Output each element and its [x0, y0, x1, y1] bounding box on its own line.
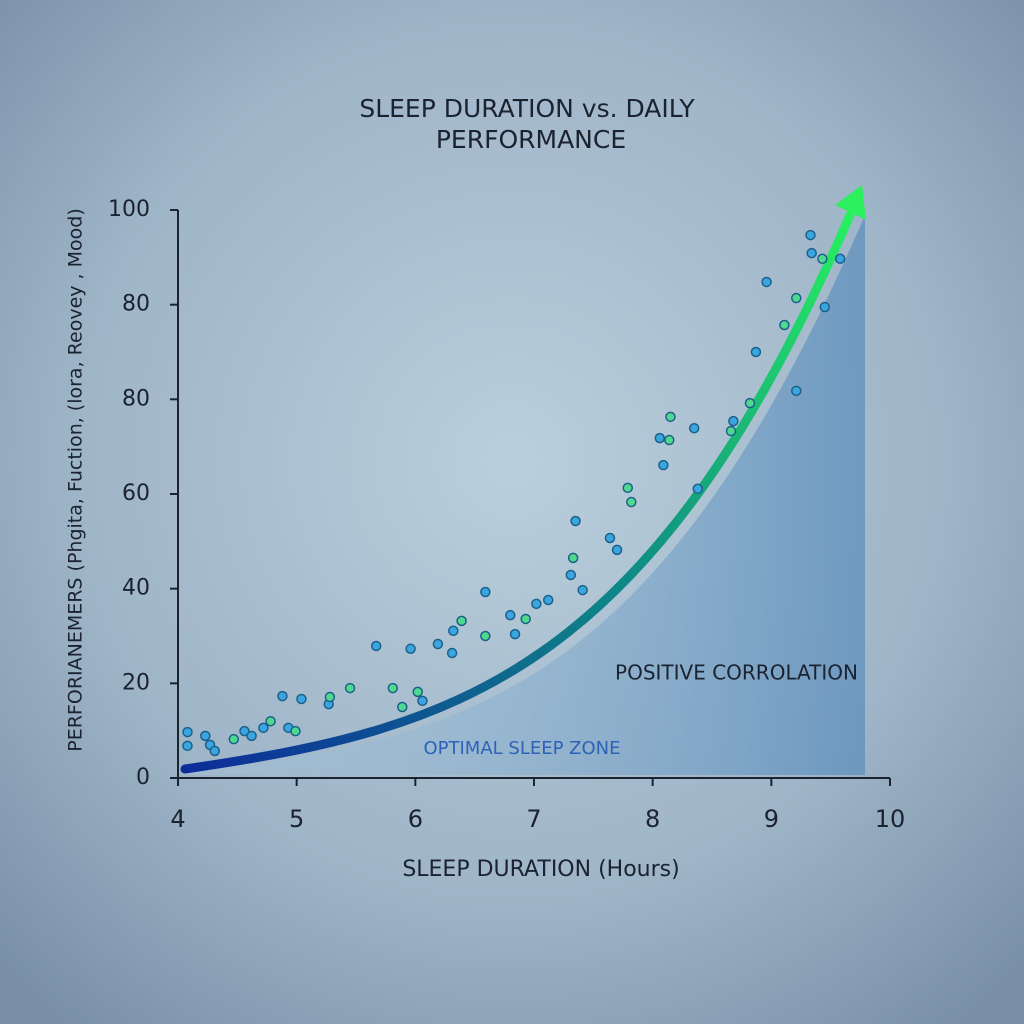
- data-point: [577, 584, 588, 596]
- data-point: [567, 552, 579, 564]
- y-tick-label: 40: [122, 576, 150, 601]
- annotation: OPTIMAL SLEEP ZONE: [423, 738, 620, 759]
- data-point: [692, 483, 704, 495]
- data-point: [520, 613, 531, 625]
- data-point: [806, 247, 817, 259]
- data-point: [791, 292, 802, 304]
- data-point: [542, 594, 554, 606]
- x-tick-label: 10: [875, 805, 906, 833]
- data-point: [791, 385, 802, 397]
- y-tick-label: 20: [122, 670, 150, 695]
- chart-title: SLEEP DURATION vs. DAILY: [359, 94, 695, 123]
- data-point: [246, 730, 257, 742]
- y-tick-label: 100: [108, 197, 150, 222]
- x-tick-label: 4: [170, 805, 185, 833]
- data-point: [296, 693, 307, 705]
- data-point: [265, 715, 276, 727]
- data-point: [834, 253, 846, 265]
- data-point: [456, 615, 467, 627]
- data-point: [432, 638, 444, 650]
- data-point: [509, 628, 521, 640]
- data-point: [725, 425, 737, 437]
- data-point: [750, 346, 762, 358]
- data-point: [779, 319, 790, 331]
- data-point: [654, 432, 666, 444]
- x-tick-label: 9: [764, 805, 779, 833]
- data-point: [622, 482, 633, 494]
- data-point: [324, 691, 336, 703]
- y-tick-label: 80: [122, 292, 150, 317]
- data-point: [611, 544, 623, 556]
- data-point: [370, 640, 382, 652]
- data-point: [565, 569, 577, 581]
- y-tick-label: 60: [122, 481, 150, 506]
- y-tick-label: 0: [136, 765, 150, 790]
- x-tick-label: 6: [408, 805, 423, 833]
- data-point: [239, 725, 250, 737]
- x-tick-label: 8: [645, 805, 660, 833]
- data-point: [480, 630, 491, 642]
- data-point: [665, 411, 676, 423]
- data-point: [446, 647, 458, 659]
- data-point: [761, 276, 772, 288]
- data-point: [258, 722, 269, 734]
- data-point: [228, 733, 240, 745]
- data-point: [480, 586, 491, 598]
- x-tick-label: 5: [289, 805, 304, 833]
- data-point: [819, 301, 830, 313]
- data-point: [658, 459, 669, 471]
- data-point: [397, 701, 408, 713]
- y-axis-label: PERFORIANEMERS (Phgita, Fuction, (lora, …: [65, 208, 87, 751]
- annotation: POSITIVE CORROLATION: [615, 661, 858, 685]
- data-point: [448, 625, 459, 637]
- x-tick-label: 7: [526, 805, 541, 833]
- data-point: [531, 598, 542, 610]
- data-point: [604, 532, 616, 544]
- data-point: [387, 682, 399, 694]
- data-point: [664, 434, 675, 446]
- data-point: [505, 609, 516, 621]
- data-point: [570, 515, 581, 527]
- data-point: [290, 725, 301, 737]
- data-point: [412, 686, 423, 698]
- data-point: [344, 682, 356, 694]
- data-point: [417, 695, 428, 707]
- data-point: [805, 229, 816, 241]
- data-point: [728, 415, 739, 427]
- data-point: [182, 740, 193, 752]
- trend-arrowhead: [835, 185, 866, 220]
- trend-curve: [180, 210, 855, 774]
- data-point: [200, 730, 211, 742]
- x-axis-label: SLEEP DURATION (Hours): [402, 857, 679, 882]
- data-point: [182, 726, 193, 738]
- shaded-zone: [185, 215, 865, 775]
- data-point: [209, 745, 221, 757]
- data-point: [744, 397, 756, 409]
- data-point: [817, 253, 828, 265]
- data-point: [405, 643, 416, 655]
- y-tick-label: 80: [122, 386, 150, 411]
- data-point: [688, 422, 700, 434]
- data-point: [277, 690, 288, 702]
- data-point: [626, 496, 637, 508]
- chart-title: PERFORMANCE: [436, 125, 626, 154]
